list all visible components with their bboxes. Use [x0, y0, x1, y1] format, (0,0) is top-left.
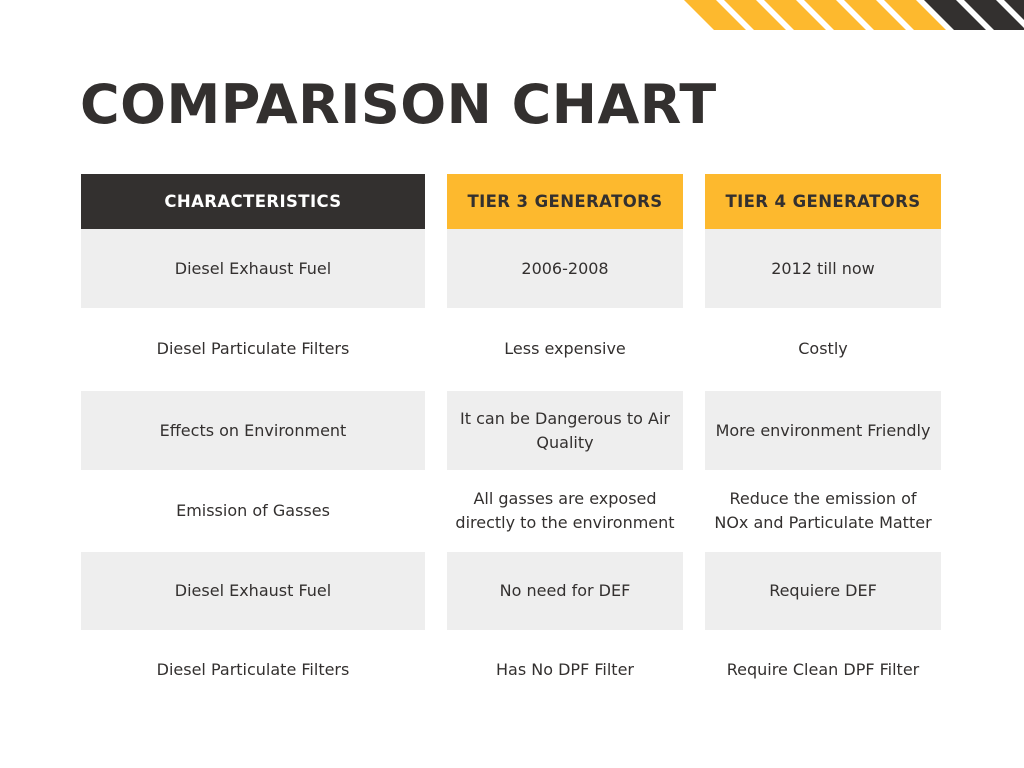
- row-3-tier-3: It can be Dangerous to Air Quality: [447, 391, 683, 470]
- header-tier-3: TIER 3 GENERATORS: [447, 174, 683, 229]
- header-characteristics: CHARACTERISTICS: [81, 174, 425, 229]
- header-tier-4: TIER 4 GENERATORS: [705, 174, 941, 229]
- row-1-tier-4: 2012 till now: [705, 229, 941, 308]
- hazard-stripe-pattern: [684, 0, 1024, 30]
- row-2-tier-3: Less expensive: [504, 339, 626, 358]
- row-6-tier-4: Require Clean DPF Filter: [726, 660, 920, 679]
- row-2-characteristic: Diesel Particulate Filters: [156, 339, 350, 358]
- page-title: COMPARISON CHART: [80, 73, 717, 136]
- row-3-tier-4: More environment Friendly: [705, 391, 941, 470]
- row-5-tier-3: No need for DEF: [447, 552, 683, 630]
- row-6-characteristic: Diesel Particulate Filters: [156, 660, 350, 679]
- row-4-characteristic: Emission of Gasses: [176, 501, 330, 520]
- row-4-tier-3: All gasses are exposed directly to the e…: [455, 489, 675, 532]
- row-6-tier-3: Has No DPF Filter: [496, 660, 634, 679]
- row-5-characteristic: Diesel Exhaust Fuel: [81, 552, 425, 630]
- row-4-tier-4: Reduce the emission of NOx and Particula…: [714, 489, 932, 532]
- row-5-tier-4: Requiere DEF: [705, 552, 941, 630]
- row-2-tier-4: Costly: [798, 339, 848, 358]
- row-1-characteristic: Diesel Exhaust Fuel: [81, 229, 425, 308]
- row-1-tier-3: 2006-2008: [447, 229, 683, 308]
- decorative-stripes: [684, 0, 1024, 30]
- row-3-characteristic: Effects on Environment: [81, 391, 425, 470]
